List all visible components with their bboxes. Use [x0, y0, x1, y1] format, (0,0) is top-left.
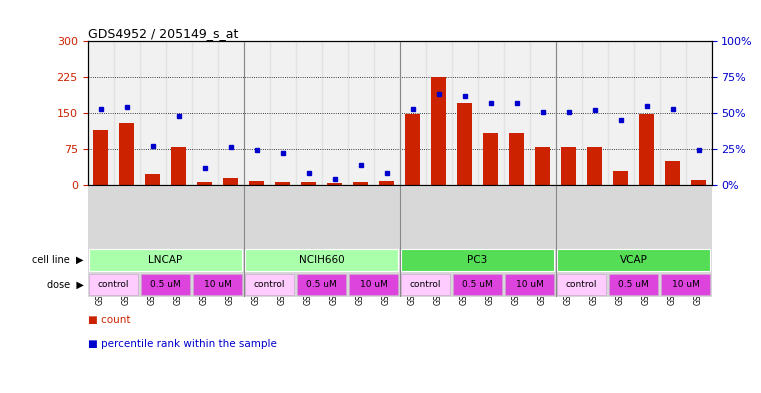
Bar: [562, 147, 575, 185]
Bar: [504, 41, 530, 185]
Bar: [607, 41, 634, 185]
Bar: [457, 103, 472, 185]
Bar: [113, 41, 139, 185]
Bar: [660, 41, 686, 185]
Bar: [269, 41, 295, 185]
Text: 0.5 uM: 0.5 uM: [618, 280, 649, 289]
Bar: [327, 184, 342, 185]
Text: ■ count: ■ count: [88, 315, 130, 325]
Bar: [401, 274, 451, 295]
Bar: [166, 41, 192, 185]
Text: control: control: [97, 280, 129, 289]
Bar: [218, 41, 244, 185]
Bar: [224, 178, 237, 185]
Bar: [692, 180, 705, 185]
Bar: [686, 41, 712, 185]
Bar: [353, 182, 368, 185]
Bar: [245, 274, 295, 295]
Bar: [145, 174, 160, 185]
Bar: [505, 274, 554, 295]
Bar: [633, 41, 660, 185]
Bar: [348, 41, 374, 185]
Bar: [536, 147, 549, 185]
Bar: [587, 147, 602, 185]
Bar: [451, 41, 478, 185]
Text: 10 uM: 10 uM: [204, 280, 231, 289]
Bar: [374, 41, 400, 185]
Bar: [406, 114, 419, 185]
Bar: [322, 41, 348, 185]
Bar: [401, 250, 554, 271]
Bar: [380, 181, 393, 185]
Bar: [197, 182, 212, 185]
Text: PC3: PC3: [467, 255, 488, 265]
Bar: [453, 274, 502, 295]
Bar: [639, 114, 654, 185]
Bar: [609, 274, 658, 295]
Text: 10 uM: 10 uM: [360, 280, 387, 289]
Bar: [556, 41, 581, 185]
Bar: [94, 130, 107, 185]
Text: 10 uM: 10 uM: [672, 280, 699, 289]
Text: LNCAP: LNCAP: [148, 255, 183, 265]
Bar: [193, 274, 242, 295]
Text: control: control: [409, 280, 441, 289]
Bar: [400, 41, 425, 185]
Text: ■ percentile rank within the sample: ■ percentile rank within the sample: [88, 339, 276, 349]
Bar: [665, 161, 680, 185]
Bar: [661, 274, 710, 295]
Bar: [192, 41, 218, 185]
Bar: [275, 182, 290, 185]
Text: 0.5 uM: 0.5 uM: [306, 280, 337, 289]
Bar: [509, 133, 524, 185]
Bar: [171, 147, 186, 185]
Text: cell line  ▶: cell line ▶: [32, 255, 84, 265]
Bar: [483, 133, 498, 185]
Bar: [244, 41, 269, 185]
Bar: [88, 41, 113, 185]
Text: 0.5 uM: 0.5 uM: [150, 280, 181, 289]
Bar: [478, 41, 504, 185]
Bar: [139, 41, 166, 185]
Text: control: control: [253, 280, 285, 289]
Bar: [295, 41, 322, 185]
Bar: [557, 250, 710, 271]
Bar: [89, 274, 139, 295]
Bar: [613, 171, 628, 185]
Bar: [297, 274, 346, 295]
Bar: [425, 41, 451, 185]
Text: VCAP: VCAP: [619, 255, 648, 265]
Bar: [431, 77, 446, 185]
Text: 10 uM: 10 uM: [516, 280, 543, 289]
Text: control: control: [565, 280, 597, 289]
Bar: [581, 41, 607, 185]
Bar: [250, 181, 263, 185]
Text: NCIH660: NCIH660: [299, 255, 344, 265]
Bar: [245, 250, 398, 271]
Bar: [530, 41, 556, 185]
Bar: [119, 123, 134, 185]
Text: GDS4952 / 205149_s_at: GDS4952 / 205149_s_at: [88, 27, 238, 40]
Bar: [141, 274, 190, 295]
Bar: [89, 250, 242, 271]
Bar: [349, 274, 398, 295]
Bar: [557, 274, 607, 295]
Text: 0.5 uM: 0.5 uM: [462, 280, 493, 289]
Text: dose  ▶: dose ▶: [47, 279, 84, 290]
Bar: [301, 182, 316, 185]
